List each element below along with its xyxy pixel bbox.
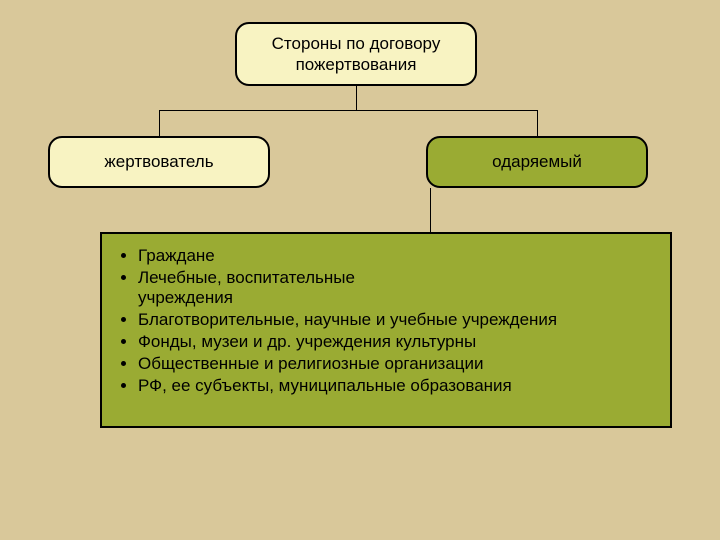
list-item: Общественные и религиозные организации bbox=[138, 354, 654, 374]
node-details: ГражданеЛечебные, воспитательныеучрежден… bbox=[100, 232, 672, 428]
connector-segment bbox=[159, 110, 537, 111]
node-left-label: жертвователь bbox=[104, 151, 213, 172]
connector-segment bbox=[356, 86, 357, 110]
list-item: Благотворительные, научные и учебные учр… bbox=[138, 310, 654, 330]
connector-segment bbox=[159, 110, 160, 136]
list-item: Лечебные, воспитательныеучреждения bbox=[138, 268, 654, 308]
list-item: Граждане bbox=[138, 246, 654, 266]
details-list: ГражданеЛечебные, воспитательныеучрежден… bbox=[118, 246, 654, 396]
node-right: одаряемый bbox=[426, 136, 648, 188]
connector-segment bbox=[430, 188, 431, 232]
node-root-label: Стороны по договорупожертвования bbox=[272, 33, 441, 76]
connector-segment bbox=[537, 110, 538, 136]
node-right-label: одаряемый bbox=[492, 151, 582, 172]
node-root: Стороны по договорупожертвования bbox=[235, 22, 477, 86]
list-item: Фонды, музеи и др. учреждения культурны bbox=[138, 332, 654, 352]
diagram-canvas: Стороны по договорупожертвования жертвов… bbox=[0, 0, 720, 540]
list-item: РФ, ее субъекты, муниципальные образован… bbox=[138, 376, 654, 396]
node-left: жертвователь bbox=[48, 136, 270, 188]
